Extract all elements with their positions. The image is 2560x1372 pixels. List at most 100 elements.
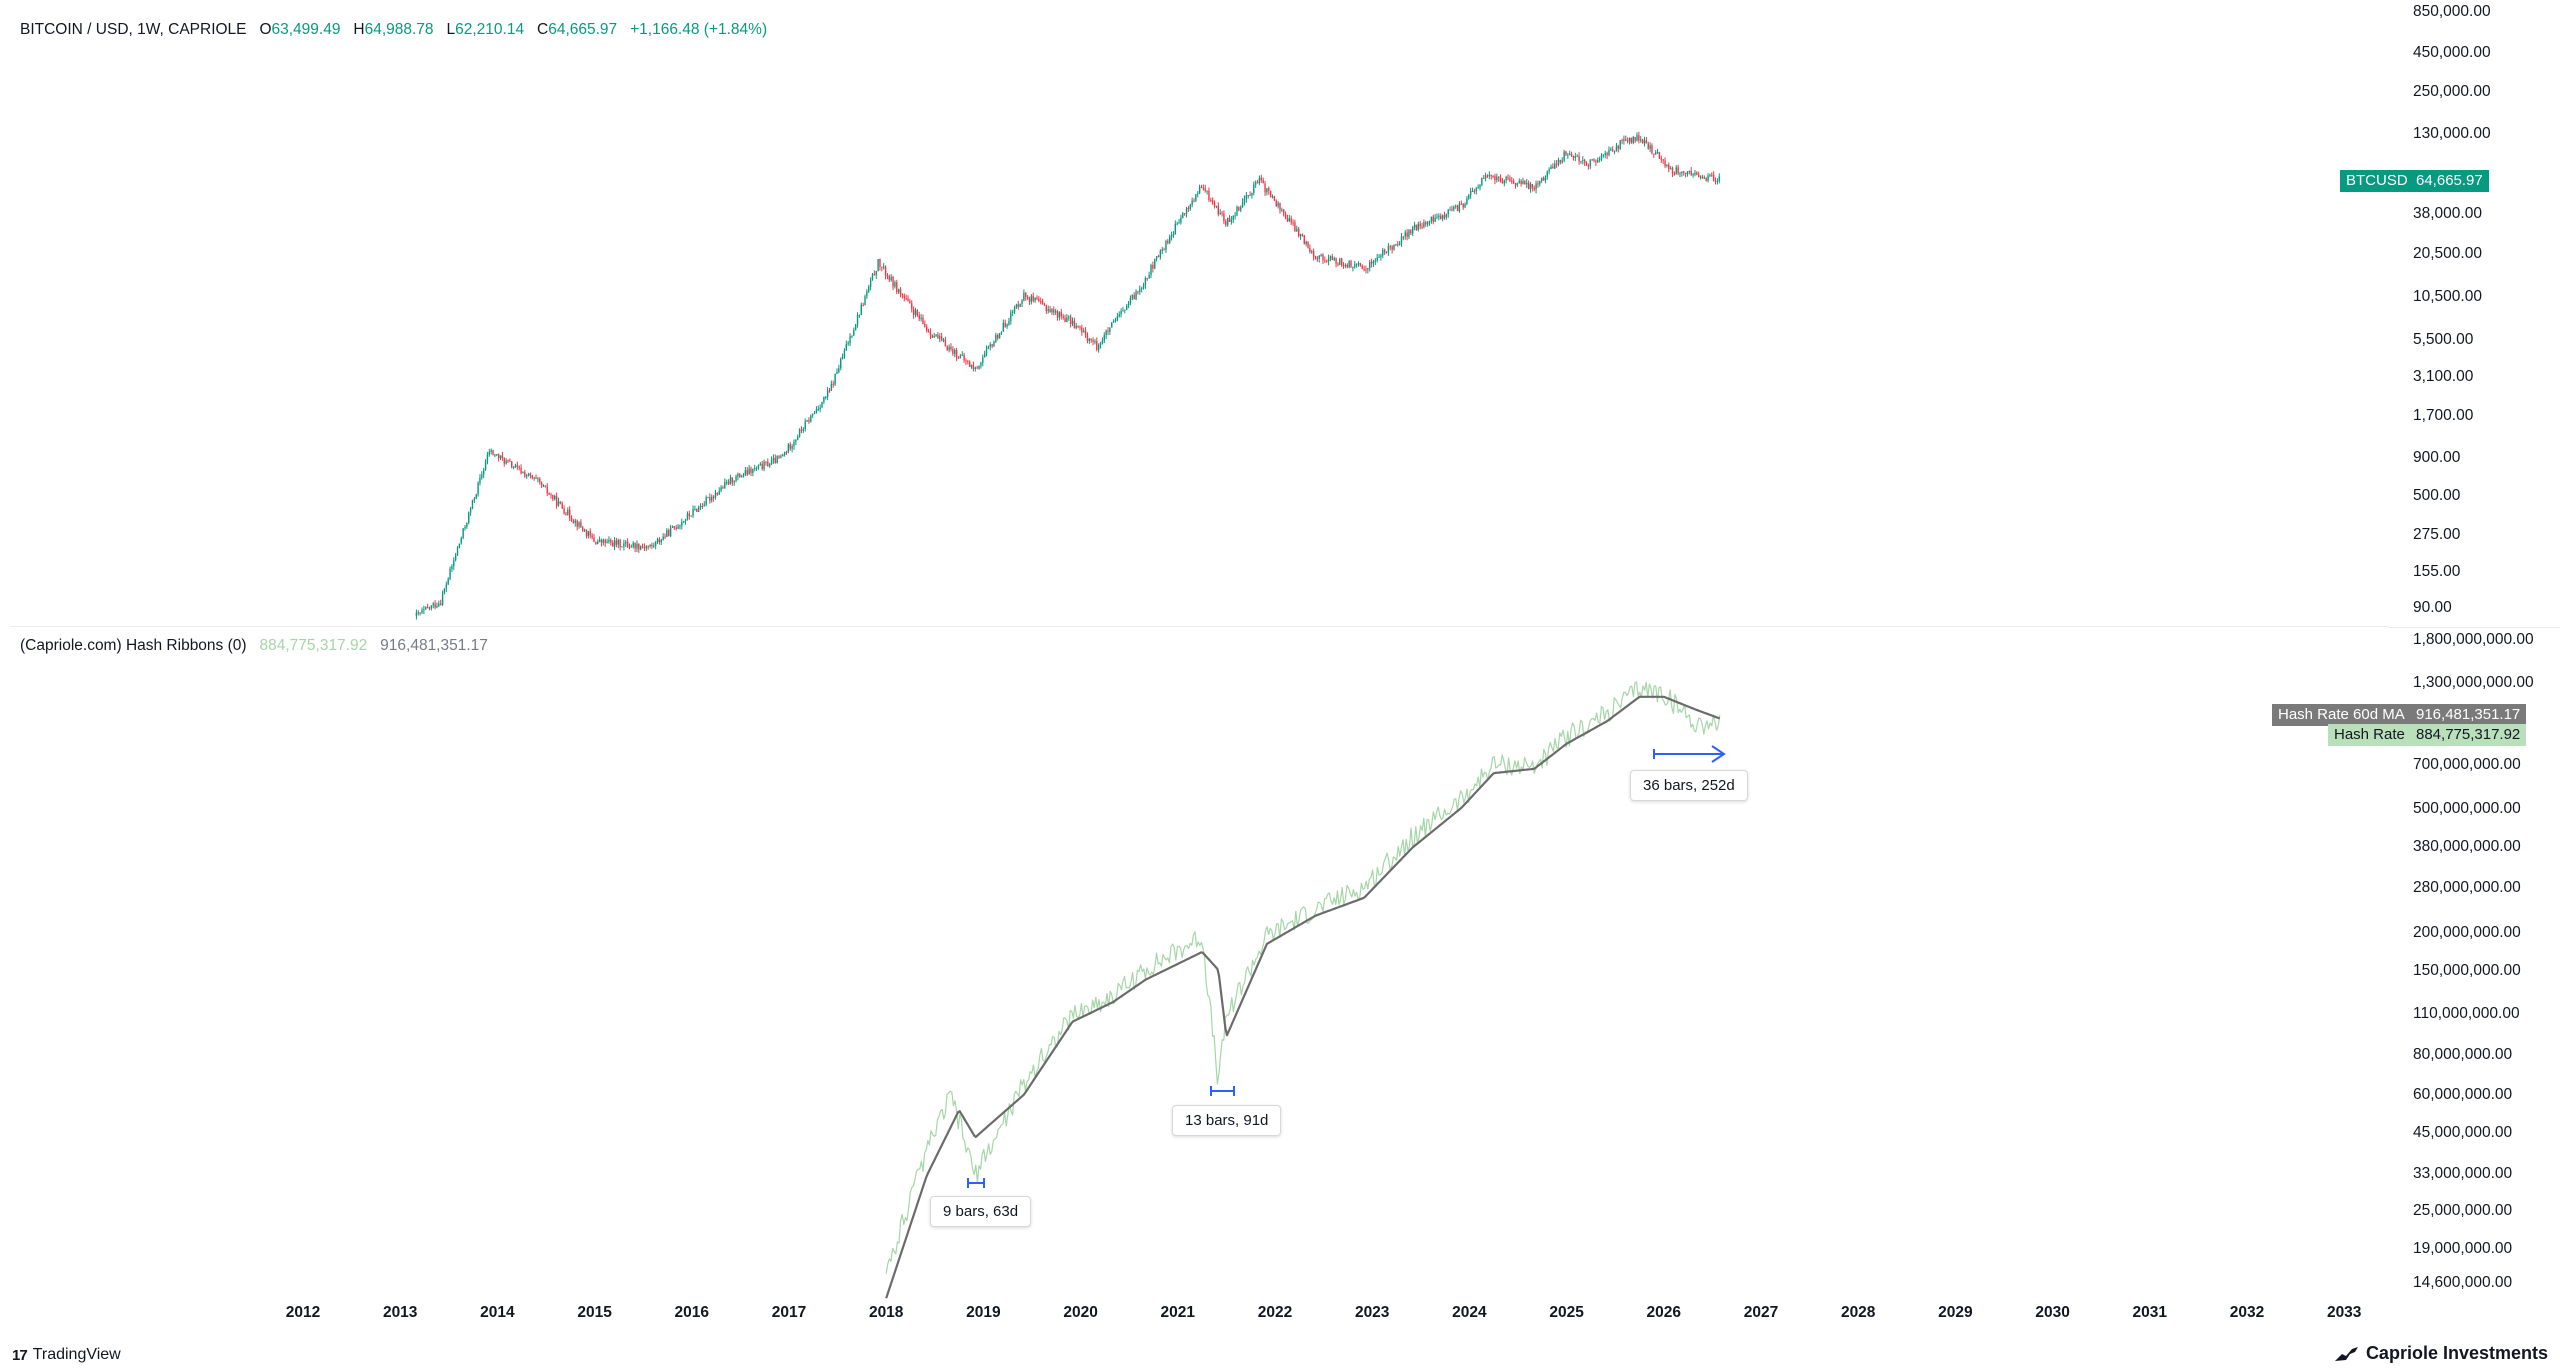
hash-scale[interactable]: 1,800,000,000.00 1,300,000,000.00 700,00… [2388, 627, 2560, 1318]
candle-body [1234, 215, 1236, 217]
candle-body [1626, 140, 1629, 142]
tradingview-branding[interactable]: 17 TradingView [12, 1346, 121, 1364]
candle-body [1058, 312, 1061, 318]
candle-body [763, 461, 765, 470]
hash-tick: 60,000,000.00 [2413, 1086, 2513, 1103]
candle-body [1010, 312, 1012, 321]
candle-body [1570, 153, 1573, 156]
price-scale[interactable]: 850,000.00 450,000.00 250,000.00 130,000… [2388, 0, 2560, 626]
candle-body [729, 477, 732, 485]
candle-body [765, 461, 767, 463]
candle-body [1449, 209, 1451, 211]
candle-body [681, 522, 683, 526]
candle-body [1503, 180, 1505, 184]
candle-body [733, 480, 735, 483]
candle-body [836, 372, 838, 374]
symbol-title[interactable]: BITCOIN / USD, 1W, CAPRIOLE [20, 21, 247, 38]
measure-callout-1[interactable]: 9 bars, 63d [930, 1196, 1032, 1227]
candle-body [740, 476, 743, 478]
candle-body [1425, 222, 1427, 225]
candle-body [481, 474, 483, 478]
year-label: 2015 [577, 1304, 612, 1321]
candle-body [1066, 317, 1068, 323]
price-tick: 500.00 [2413, 487, 2461, 504]
candle-body [1656, 152, 1659, 154]
candle-body [617, 539, 619, 545]
price-tick: 130,000.00 [2413, 125, 2491, 142]
candle-body [1355, 264, 1358, 266]
candle-body [825, 396, 827, 398]
indicator-title[interactable]: (Capriole.com) Hash Ribbons (0) [20, 637, 247, 654]
price-tick: 900.00 [2413, 449, 2461, 466]
hash-tick: 280,000,000.00 [2413, 879, 2521, 896]
candle-body [1213, 203, 1216, 207]
candle-body [615, 540, 618, 545]
candle-body [927, 331, 930, 333]
measure-callout-2[interactable]: 13 bars, 91d [1172, 1105, 1282, 1136]
candle-body [441, 594, 444, 605]
candle-body [507, 460, 509, 462]
candle-body [834, 373, 836, 385]
candle-body [1621, 140, 1623, 142]
candle-body [1675, 167, 1677, 175]
candle-body [1331, 256, 1334, 261]
candle-body [952, 349, 954, 354]
candle-body [1150, 265, 1152, 275]
candle-body [1107, 330, 1109, 332]
candle-body [632, 543, 634, 547]
candle-body [1223, 213, 1225, 222]
candle-body [606, 541, 608, 544]
candle-body [696, 508, 698, 512]
candle-body [1419, 223, 1421, 227]
candle-body [1054, 311, 1057, 313]
candle-body [853, 330, 855, 336]
candle-body [1464, 203, 1466, 208]
candle-body [1266, 188, 1268, 193]
candle-body [587, 531, 590, 537]
hash-legend[interactable]: (Capriole.com) Hash Ribbons (0) 884,775,… [20, 637, 488, 655]
candle-body [828, 390, 831, 392]
candle-body [456, 548, 459, 556]
candle-body [1361, 265, 1363, 270]
candle-body [1004, 322, 1006, 327]
hash-ribbons-pane[interactable] [10, 627, 2388, 1317]
candle-body [490, 450, 492, 452]
candle-body [851, 335, 853, 337]
year-label: 2026 [1646, 1304, 1682, 1321]
candle-body [1625, 139, 1627, 141]
candle-body [473, 498, 476, 500]
candle-body [1509, 178, 1511, 181]
candle-body [1548, 169, 1550, 172]
candle-body [563, 508, 565, 514]
candle-body [580, 522, 582, 528]
time-axis[interactable]: 2012 2013 2014 2015 2016 2017 2018 2019 2020 2021… [10, 1304, 2388, 1326]
candle-body [854, 324, 857, 331]
candle-body [1527, 182, 1530, 190]
candle-body [669, 527, 672, 536]
candle-body [1017, 304, 1019, 307]
candle-body [1426, 222, 1429, 225]
candle-body [997, 334, 999, 339]
candle-body [509, 460, 511, 462]
candle-body [1354, 264, 1356, 267]
candle-body [1417, 223, 1420, 230]
candle-body [1140, 287, 1143, 290]
candle-body [1499, 178, 1502, 182]
measure-callout-3[interactable]: 36 bars, 252d [1630, 770, 1748, 801]
candle-body [619, 539, 621, 547]
candle-body [798, 429, 801, 437]
price-legend[interactable]: BITCOIN / USD, 1W, CAPRIOLE O63,499.49 H… [20, 21, 767, 39]
candle-body [1127, 302, 1130, 306]
candle-body [501, 455, 504, 459]
candle-body [797, 436, 799, 440]
price-chart-svg [415, 131, 1720, 620]
candle-body [432, 603, 434, 606]
candle-body [1511, 180, 1513, 182]
candle-body [1518, 180, 1520, 183]
candle-body [707, 497, 709, 499]
candle-body [1703, 177, 1705, 179]
candle-body [1329, 256, 1332, 259]
candle-body [1118, 314, 1120, 317]
price-pane[interactable] [10, 10, 2388, 627]
candle-body [1709, 174, 1711, 176]
